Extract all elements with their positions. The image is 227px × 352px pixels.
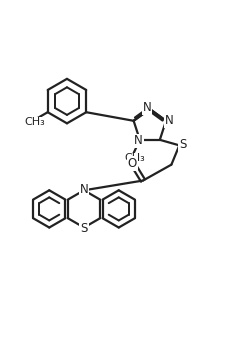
Text: S: S <box>179 138 186 151</box>
Text: S: S <box>80 222 88 235</box>
Text: N: N <box>165 114 174 127</box>
Text: N: N <box>134 134 143 147</box>
Text: CH₃: CH₃ <box>24 118 45 127</box>
Text: CH₃: CH₃ <box>124 153 145 163</box>
Text: O: O <box>128 157 137 170</box>
Text: N: N <box>143 101 151 114</box>
Text: N: N <box>80 183 88 196</box>
